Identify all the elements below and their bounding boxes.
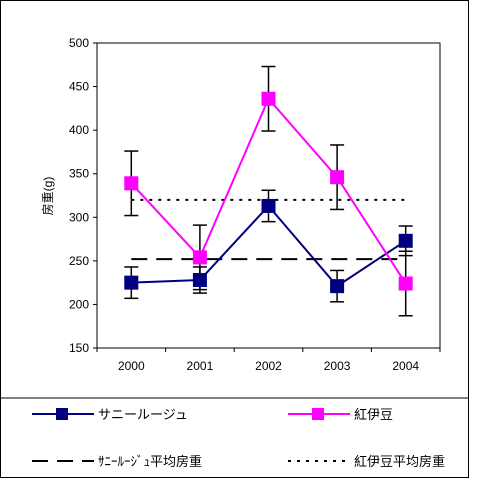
y-tick-label: 250	[69, 254, 89, 268]
plot-area	[96, 42, 441, 349]
series-marker	[192, 273, 207, 288]
legend: サニールージュ 紅伊豆 ｻﾆｰﾙｰｼﾞｭ平均房重 紅伊豆平均房重	[32, 408, 445, 470]
legend-marker	[56, 408, 68, 420]
y-axis-label: 房重(g)	[40, 177, 55, 216]
y-axis: 150 200 250 300 350 400 450 500	[69, 36, 97, 355]
legend-label: 紅伊豆平均房重	[354, 454, 445, 470]
x-tick-label: 2001	[187, 359, 214, 373]
y-tick-label: 500	[69, 36, 89, 50]
legend-marker	[312, 408, 324, 420]
x-axis: 2000 2001 2002 2003 2004	[96, 348, 441, 373]
series-marker	[192, 250, 207, 265]
y-tick-label: 150	[69, 341, 89, 355]
series-marker	[124, 176, 139, 191]
x-tick-label: 2003	[324, 359, 351, 373]
legend-label: サニールージュ	[98, 408, 188, 423]
series-marker	[330, 170, 345, 185]
series-marker	[261, 198, 276, 213]
x-tick-label: 2002	[255, 359, 282, 373]
series-marker	[330, 279, 345, 294]
series-marker	[398, 276, 413, 291]
x-tick-label: 2000	[118, 359, 145, 373]
series-marker	[124, 275, 139, 290]
series-marker	[261, 91, 276, 106]
series-layer	[124, 65, 413, 317]
legend-label: ｻﾆｰﾙｰｼﾞｭ平均房重	[98, 454, 202, 470]
y-tick-label: 350	[69, 167, 89, 181]
legend-label: 紅伊豆	[354, 408, 393, 423]
y-tick-label: 450	[69, 80, 89, 94]
series-marker	[398, 233, 413, 248]
y-tick-label: 200	[69, 297, 89, 311]
y-tick-label: 400	[69, 123, 89, 137]
y-tick-label: 300	[69, 210, 89, 224]
plot-border	[96, 42, 441, 349]
x-tick-label: 2004	[392, 359, 419, 373]
